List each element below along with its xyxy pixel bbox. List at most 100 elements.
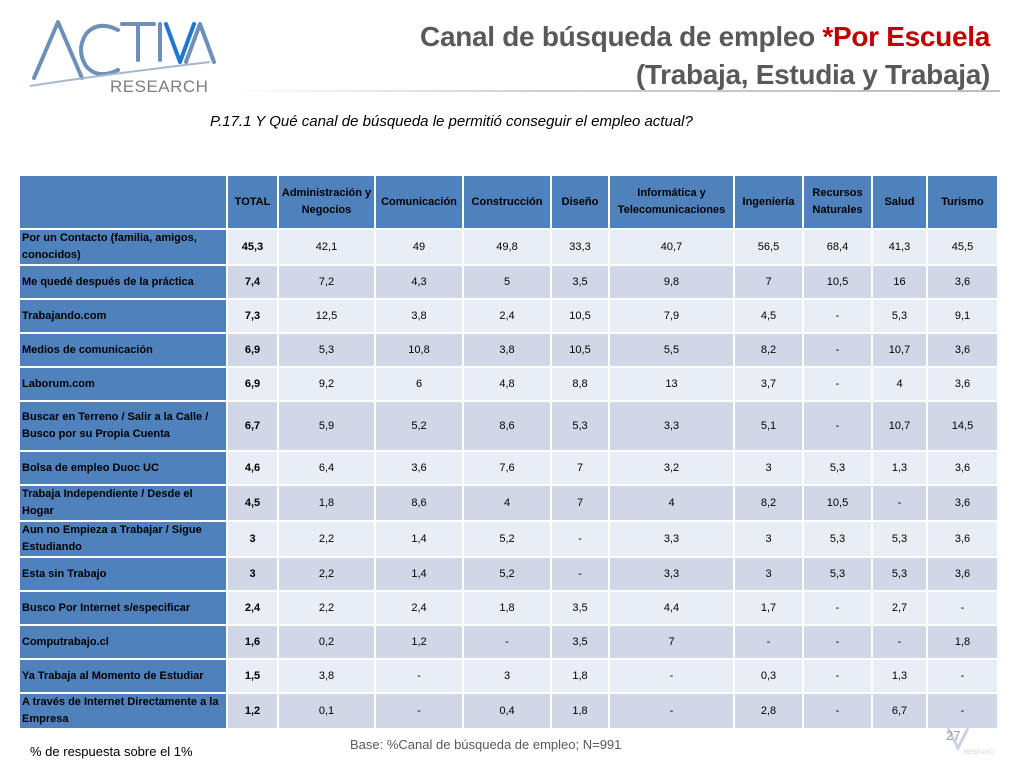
value-cell: 7 [550,484,610,522]
value-cell: 9,2 [277,366,376,402]
value-cell: 3 [733,556,804,592]
value-cell: 7,2 [277,264,376,300]
table-row: Trabaja Independiente / Desde el Hogar 4,… [18,484,999,522]
total-cell: 3 [226,556,279,592]
total-cell: 7,4 [226,264,279,300]
row-label: Buscar en Terreno / Salir a la Calle / B… [18,400,228,452]
value-cell: 2,2 [277,590,376,626]
row-label: Por un Contacto (familia, amigos, conoci… [18,228,228,266]
total-cell: 7,3 [226,298,279,334]
value-cell: - [802,658,873,694]
value-cell: 3,8 [462,332,552,368]
value-cell: - [374,658,464,694]
logo-subtitle: RESEARCH [110,77,208,96]
value-cell: - [802,298,873,334]
table-row: Medios de comunicación 6,9 5,3 10,8 3,8 10,5 5… [18,332,999,368]
table-row: Buscar en Terreno / Salir a la Calle / B… [18,400,999,452]
value-cell: 4 [462,484,552,522]
value-cell: 3 [462,658,552,694]
table-row: Laborum.com 6,9 9,2 6 4,8 8,8 13 3,7-4 3,6 [18,366,999,402]
value-cell: 5,5 [608,332,735,368]
value-cell: - [802,590,873,626]
footer-logo-icon: RESEARCH [946,727,994,756]
value-cell: 5,3 [871,298,928,334]
row-label: Computrabajo.cl [18,624,228,660]
title-line-1: Canal de búsqueda de empleo *Por Escuela [420,18,990,56]
value-cell: 1,4 [374,556,464,592]
value-cell: 4 [871,366,928,402]
base-note: Base: %Canal de búsqueda de empleo; N=99… [350,737,622,752]
value-cell: 33,3 [550,228,610,266]
survey-question: P.17.1 Y Qué canal de búsqueda le permit… [210,113,693,130]
value-cell: 0,2 [277,624,376,660]
row-label: Me quedé después de la práctica [18,264,228,300]
value-cell: 5,2 [462,520,552,558]
table-row: Esta sin Trabajo 3 2,2 1,4 5,2-3,3 3 5,3 5,3 3,6 [18,556,999,592]
value-cell: 4,8 [462,366,552,402]
value-cell: - [733,624,804,660]
value-cell: 5,3 [802,520,873,558]
table-body: Por un Contacto (familia, amigos, conoci… [18,228,999,730]
title-divider [230,90,1000,92]
value-cell: - [608,658,735,694]
value-cell: 5,3 [871,520,928,558]
value-cell: 8,6 [374,484,464,522]
row-label: Esta sin Trabajo [18,556,228,592]
value-cell: 6,7 [871,692,928,730]
value-cell: 1,7 [733,590,804,626]
value-cell: 56,5 [733,228,804,266]
table-row: Aun no Empieza a Trabajar / Sigue Estudi… [18,520,999,558]
value-cell: 10,5 [802,264,873,300]
value-cell: 13 [608,366,735,402]
value-cell: 1,8 [462,590,552,626]
title-highlight: *Por Escuela [822,21,990,52]
value-cell: 3,6 [926,264,999,300]
activa-research-logo: RESEARCH [28,16,218,98]
value-cell: - [550,556,610,592]
value-cell: 9,8 [608,264,735,300]
value-cell: 3,5 [550,590,610,626]
value-cell: 12,5 [277,298,376,334]
value-cell: 1,4 [374,520,464,558]
table-row: Por un Contacto (familia, amigos, conoci… [18,228,999,266]
value-cell: 3,2 [608,450,735,486]
title-prefix: Canal de búsqueda de empleo [420,21,823,52]
row-label: A través de Internet Directamente a la E… [18,692,228,730]
total-cell: 1,5 [226,658,279,694]
value-cell: 8,2 [733,484,804,522]
value-cell: 0,4 [462,692,552,730]
value-cell: 3,6 [926,366,999,402]
value-cell: 3,7 [733,366,804,402]
row-label: Trabajando.com [18,298,228,334]
value-cell: 40,7 [608,228,735,266]
value-cell: 9,1 [926,298,999,334]
table-header-row: TOTAL Administración y Negocios Comunicaci… [18,174,999,230]
value-cell: 10,5 [550,298,610,334]
value-cell: 10,7 [871,332,928,368]
value-cell: - [802,366,873,402]
value-cell: 10,8 [374,332,464,368]
value-cell: - [462,624,552,660]
value-cell: 6 [374,366,464,402]
slide-title: Canal de búsqueda de empleo *Por Escuela… [420,18,990,94]
value-cell: 8,8 [550,366,610,402]
value-cell: 0,3 [733,658,804,694]
value-cell: - [926,658,999,694]
value-cell: - [802,624,873,660]
total-cell: 4,5 [226,484,279,522]
value-cell: 7,6 [462,450,552,486]
table-row: Busco Por Internet s/especificar 2,4 2,2 2,… [18,590,999,626]
table-row: Trabajando.com 7,3 12,5 3,8 2,4 10,5 7,9 4,5-5,… [18,298,999,334]
value-cell: 1,8 [277,484,376,522]
value-cell: 5 [462,264,552,300]
value-cell: 3,3 [608,400,735,452]
value-cell: 3 [733,450,804,486]
value-cell: 3,5 [550,264,610,300]
total-cell: 1,6 [226,624,279,660]
title-line-2: (Trabaja, Estudia y Trabaja) [635,59,990,90]
value-cell: - [802,400,873,452]
value-cell: 5,3 [802,450,873,486]
value-cell: 8,2 [733,332,804,368]
value-cell: 4,4 [608,590,735,626]
value-cell: 2,2 [277,520,376,558]
